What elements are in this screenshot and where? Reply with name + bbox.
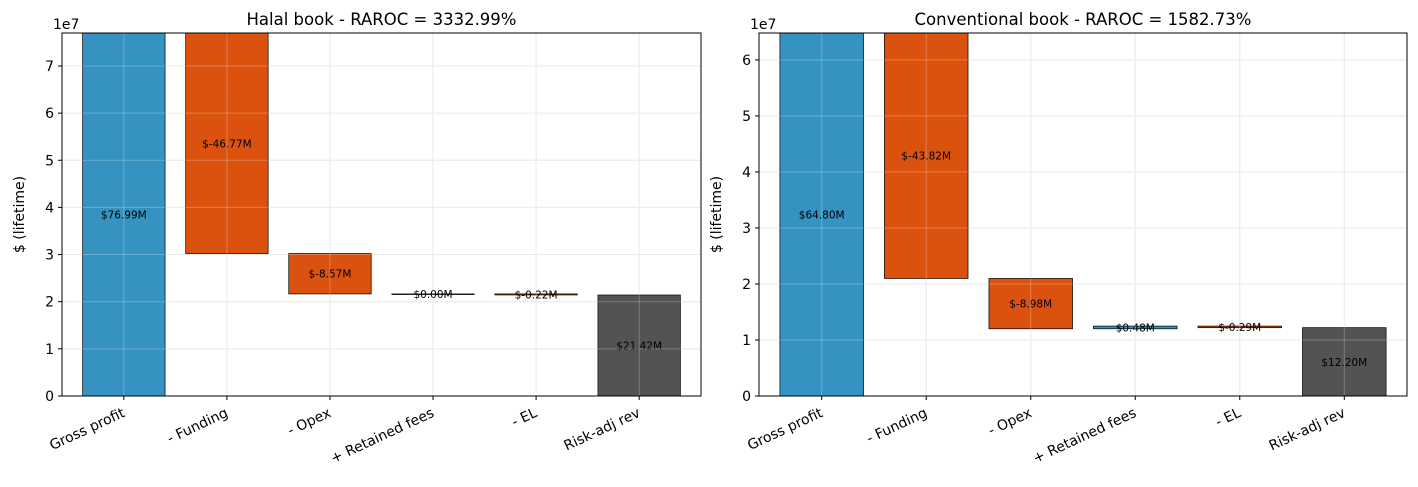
chart-panel-conventional: $64.80M $-43.82M $-8.98M $0.48M $-0.29M $12.2… bbox=[709, 10, 1408, 467]
y-scale-label: 1e7 bbox=[750, 17, 776, 33]
data-label: $-8.57M bbox=[309, 269, 352, 281]
y-tick-label: 6 bbox=[45, 106, 54, 122]
data-label: $21.42M bbox=[616, 341, 662, 353]
x-tick-label: - Funding bbox=[165, 405, 231, 447]
data-label: $-0.22M bbox=[515, 289, 558, 301]
x-tick-label: - Opex bbox=[285, 405, 334, 439]
x-tick-label: - EL bbox=[1213, 405, 1244, 431]
data-label: $76.99M bbox=[101, 210, 147, 222]
chart-title: Halal book - RAROC = 3332.99% bbox=[247, 10, 517, 29]
y-tick-label: 2 bbox=[45, 295, 54, 311]
y-tick-label: 0 bbox=[45, 389, 54, 405]
bar-0 bbox=[82, 32, 166, 397]
x-tick-label: + Retained fees bbox=[328, 405, 436, 467]
bar-2 bbox=[988, 278, 1073, 330]
chart-panel-halal: $76.99M $-46.77M $-8.57M $0.00M $-0.22M $21.4… bbox=[12, 10, 702, 467]
bar-1 bbox=[185, 32, 269, 254]
y-tick-label: 3 bbox=[742, 221, 751, 237]
y-tick-label: 7 bbox=[45, 59, 54, 75]
y-tick-label: 1 bbox=[45, 342, 54, 358]
y-tick-label: 2 bbox=[742, 277, 751, 293]
x-tick-label: - Opex bbox=[986, 405, 1035, 439]
axes-frame bbox=[758, 32, 1408, 397]
x-tick-label: Risk-adj rev bbox=[562, 405, 643, 454]
bar-3 bbox=[1093, 325, 1178, 330]
x-tick-label: Gross profit bbox=[745, 405, 826, 454]
data-label: $-0.29M bbox=[1218, 322, 1261, 334]
chart-title: Conventional book - RAROC = 1582.73% bbox=[915, 10, 1252, 29]
bar-3 bbox=[391, 293, 475, 295]
x-tick-label: + Retained fees bbox=[1031, 405, 1139, 467]
data-label: $-8.98M bbox=[1009, 299, 1052, 311]
axes-frame bbox=[61, 32, 702, 397]
y-tick-label: 4 bbox=[45, 200, 54, 216]
data-label: $0.00M bbox=[413, 289, 452, 301]
y-tick-label: 1 bbox=[742, 333, 751, 349]
y-tick-label: 6 bbox=[742, 53, 751, 69]
bar-1 bbox=[884, 32, 969, 279]
x-tick-label: - Funding bbox=[864, 405, 930, 447]
y-axis-label: $ (lifetime) bbox=[12, 176, 28, 253]
data-label: $64.80M bbox=[799, 210, 845, 222]
y-axis-label: $ (lifetime) bbox=[709, 176, 725, 253]
bar-5 bbox=[1302, 327, 1387, 397]
y-tick-label: 5 bbox=[45, 153, 54, 169]
bar-4 bbox=[494, 293, 578, 296]
y-tick-label: 5 bbox=[742, 109, 751, 125]
y-tick-label: 3 bbox=[45, 248, 54, 264]
bar-4 bbox=[1197, 325, 1282, 329]
bar-0 bbox=[779, 32, 864, 397]
data-label: $-46.77M bbox=[202, 138, 252, 150]
y-tick-label: 4 bbox=[742, 165, 751, 181]
y-scale-label: 1e7 bbox=[53, 17, 79, 33]
x-tick-label: Risk-adj rev bbox=[1267, 405, 1348, 454]
data-label: $-43.82M bbox=[901, 151, 951, 163]
bar-2 bbox=[288, 253, 372, 295]
y-tick-label: 0 bbox=[742, 389, 751, 405]
x-tick-label: Gross profit bbox=[47, 405, 128, 454]
x-tick-label: - EL bbox=[509, 405, 540, 431]
bar-5 bbox=[597, 294, 681, 397]
data-label: $12.20M bbox=[1321, 357, 1367, 369]
data-label: $0.48M bbox=[1116, 322, 1155, 334]
